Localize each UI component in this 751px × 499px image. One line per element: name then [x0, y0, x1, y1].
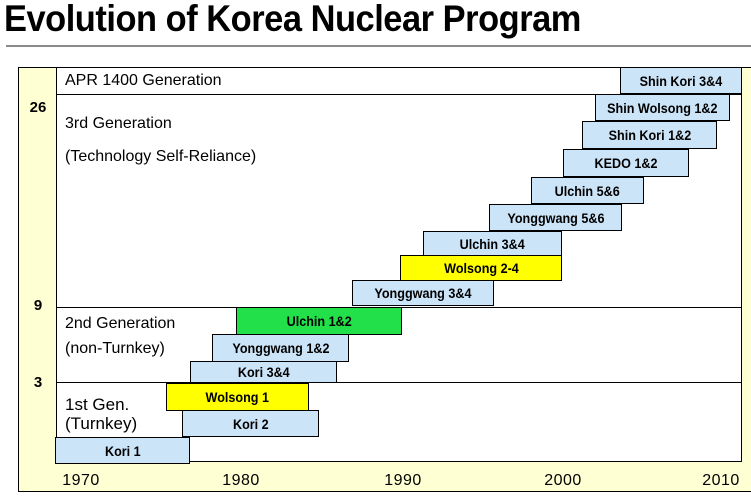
- bar-wolsong-1: Wolsong 1: [166, 383, 309, 411]
- band-divider-2nd-gen: [56, 382, 742, 383]
- bar-label: Shin Kori 1&2: [608, 127, 691, 143]
- bar-label: Ulchin 5&6: [554, 182, 621, 199]
- x-tick-1990: 1990: [384, 472, 422, 489]
- band-label-line: APR 1400 Generation: [65, 72, 222, 89]
- x-tick-1970: 1970: [62, 472, 100, 489]
- bar-kori-3-4: Kori 3&4: [190, 361, 337, 383]
- bar-yonggwang-1-2: Yonggwang 1&2: [212, 334, 349, 362]
- bar-ulchin-5-6: Ulchin 5&6: [531, 177, 644, 204]
- bar-shin-kori-3-4: Shin Kori 3&4: [620, 67, 742, 94]
- bar-label: Wolsong 2-4: [443, 260, 519, 276]
- x-tick-2000: 2000: [544, 472, 582, 489]
- bar-label: Kori 3&4: [237, 364, 290, 380]
- band-label-3rd-gen: 3rd Generation (Technology Self-Reliance…: [65, 114, 256, 166]
- band-label-line: (Turnkey): [65, 413, 138, 433]
- x-tick-1980: 1980: [222, 472, 260, 489]
- bar-shin-kori-1-2: Shin Kori 1&2: [582, 121, 717, 149]
- band-label-2nd-gen: 2nd Generation (non-Turnkey): [65, 314, 175, 358]
- bar-shin-wolsong-1-2: Shin Wolsong 1&2: [595, 94, 730, 121]
- bar-label: Shin Wolsong 1&2: [607, 99, 718, 116]
- page-title: Evolution of Korea Nuclear Program: [4, 0, 581, 39]
- bar-label: Yonggwang 1&2: [231, 340, 330, 356]
- bar-ulchin-3-4: Ulchin 3&4: [423, 231, 562, 256]
- bar-label: Kori 2: [232, 415, 269, 432]
- bar-label: Kori 1: [104, 442, 141, 459]
- bar-yonggwang-5-6: Yonggwang 5&6: [489, 204, 622, 231]
- y-tick-3: 3: [33, 374, 43, 391]
- bar-kori-1: Kori 1: [55, 437, 190, 464]
- x-tick-2010: 2010: [702, 472, 740, 489]
- band-label-line: (Technology Self-Reliance): [65, 148, 257, 166]
- band-divider-apr1400: [56, 94, 742, 95]
- y-tick-26: 26: [29, 99, 47, 116]
- y-tick-9: 9: [33, 297, 43, 314]
- band-label-line: 3rd Generation: [65, 115, 172, 132]
- bar-label: Yonggwang 5&6: [506, 209, 605, 226]
- bar-label: Wolsong 1: [205, 389, 270, 405]
- band-label-apr1400: APR 1400 Generation: [65, 71, 222, 90]
- band-label-line: 2nd Generation: [65, 315, 176, 332]
- bar-label: Yonggwang 3&4: [374, 285, 472, 301]
- band-label-line: 1st Gen.: [65, 395, 130, 414]
- title-underline: [6, 45, 751, 47]
- bar-label: Ulchin 1&2: [286, 313, 352, 329]
- bar-kori-2: Kori 2: [182, 410, 319, 437]
- bar-label: Shin Kori 3&4: [639, 72, 723, 89]
- bar-label: Ulchin 3&4: [459, 235, 526, 252]
- bar-kedo-1-2: KEDO 1&2: [563, 149, 689, 177]
- band-label-1st-gen: 1st Gen. (Turnkey): [65, 395, 138, 433]
- bar-ulchin-1-2: Ulchin 1&2: [236, 307, 402, 335]
- bar-yonggwang-3-4: Yonggwang 3&4: [352, 280, 494, 306]
- band-label-line: (non-Turnkey): [65, 340, 165, 358]
- bar-wolsong-2-4: Wolsong 2-4: [400, 255, 562, 281]
- bar-label: KEDO 1&2: [594, 155, 658, 171]
